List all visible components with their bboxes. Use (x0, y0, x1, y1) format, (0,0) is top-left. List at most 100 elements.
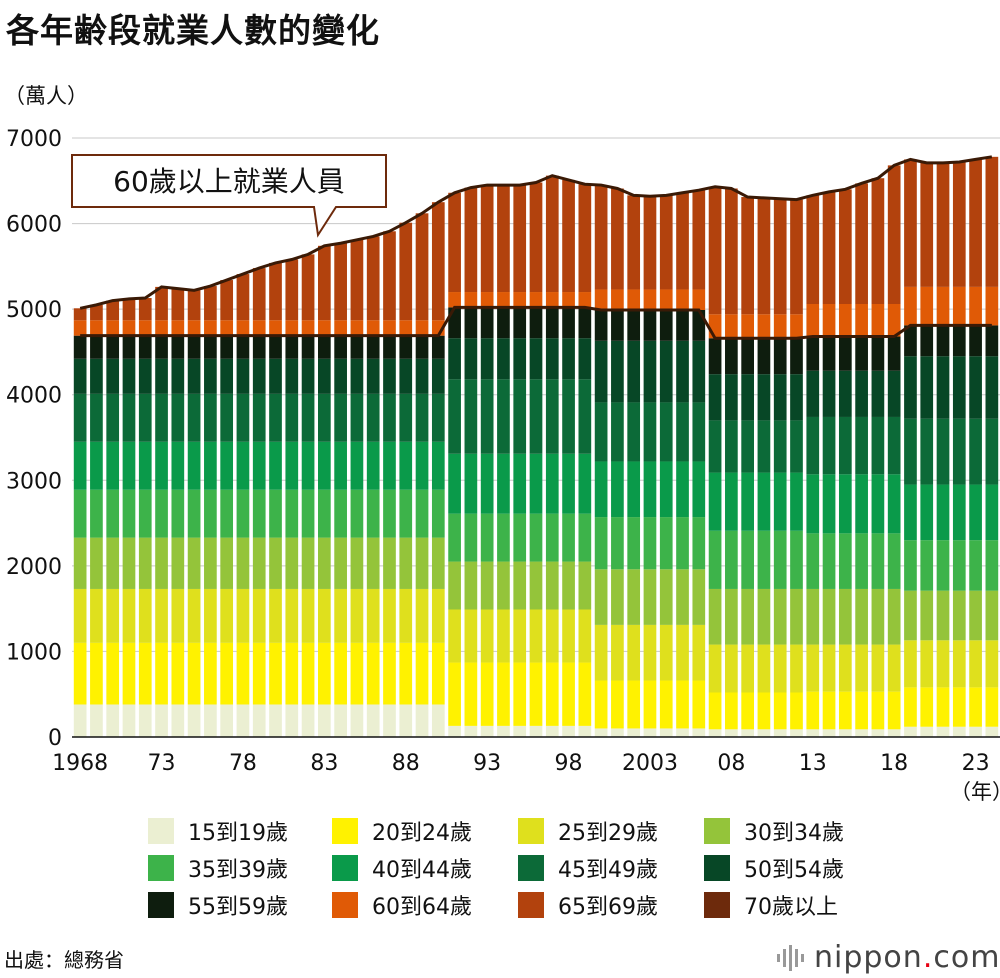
bar-segment (383, 489, 396, 538)
bar-segment (252, 268, 266, 321)
bar-segment (594, 402, 608, 462)
bar-segment (855, 304, 868, 337)
bar-segment (301, 642, 315, 705)
y-axis-unit: （萬人） (4, 84, 88, 108)
bar-segment (806, 691, 820, 730)
bar-segment (659, 289, 673, 310)
bar-segment (594, 624, 608, 681)
bar-segment (350, 441, 364, 490)
bar-segment (627, 289, 641, 310)
bar-segment (806, 729, 820, 737)
x-tick-label: 78 (229, 751, 257, 776)
annotation-callout (71, 154, 387, 238)
bar-segment (122, 704, 136, 737)
x-tick-label: 88 (392, 751, 420, 776)
bar-segment (545, 725, 559, 737)
bar-segment (529, 307, 543, 339)
source-note: 出處：總務省 (4, 948, 124, 972)
bar-segment (334, 642, 347, 705)
bar-segment (106, 320, 120, 336)
bar-segment (204, 358, 217, 394)
bar-segment (611, 728, 624, 737)
bar-segment (122, 537, 136, 589)
bar-segment (969, 726, 982, 737)
bar-segment (318, 537, 331, 589)
bar-segment (252, 642, 266, 705)
bar-segment (578, 184, 592, 293)
bar-segment (155, 320, 168, 336)
bar-segment (90, 642, 103, 705)
bar-segment (399, 588, 413, 643)
legend-item: 15到19歲 (148, 818, 288, 846)
bar-segment (952, 640, 966, 688)
bar-segment (269, 642, 282, 705)
bar-segment (578, 292, 592, 308)
bar-segment (985, 640, 999, 688)
bar-segment (562, 561, 575, 610)
y-tick-label: 1000 (6, 640, 62, 665)
bar-segment (366, 642, 380, 705)
bar-segment (366, 320, 380, 336)
bar-segment (904, 687, 917, 727)
bar-segment (220, 441, 234, 490)
legend-label: 50到54歲 (744, 858, 844, 883)
bar-segment (790, 314, 803, 339)
bar-segment (920, 418, 934, 485)
bar-segment (529, 513, 543, 562)
bar-segment (252, 704, 266, 737)
bar-segment (73, 308, 87, 321)
bar-segment (236, 358, 250, 394)
bar-segment (741, 420, 754, 473)
bar-segment (171, 393, 185, 442)
bar-segment (220, 537, 234, 589)
legend-label: 30到34歲 (744, 821, 844, 846)
bar-segment (806, 416, 820, 475)
bar-segment (969, 590, 982, 641)
bar-segment (529, 292, 543, 308)
bar-segment (106, 537, 120, 589)
bar-segment (448, 338, 461, 380)
bar-segment (855, 183, 868, 305)
bar-segment (725, 729, 738, 737)
bar-segment (692, 402, 706, 462)
bar-segment (545, 338, 559, 380)
bar-segment (545, 453, 559, 514)
bar-segment (73, 537, 87, 589)
bar-segment (155, 704, 168, 737)
bar-segment (985, 540, 999, 591)
bar-segment (871, 304, 885, 337)
bar-segment (301, 441, 315, 490)
bar-segment (594, 461, 608, 518)
bar-segment (757, 374, 771, 421)
bar-segment (122, 335, 136, 359)
bar-segment (578, 379, 592, 454)
bar-segment (497, 379, 510, 454)
bar-segment (838, 588, 852, 645)
bar-segment (480, 609, 494, 663)
brand-tld: com (933, 940, 1000, 975)
bar-segment (138, 642, 152, 705)
bar-segment (708, 644, 722, 693)
bar-segment (757, 588, 771, 645)
bar-segment (285, 393, 299, 442)
bar-segment (627, 340, 641, 403)
bar-segment (790, 338, 803, 375)
bar-segment (822, 533, 836, 589)
bar-segment (920, 356, 934, 419)
bar-segment (562, 609, 575, 663)
stacked-bar-chart: 0 1000 2000 3000 4000 5000 6000 7000 1968 73 78 83 8… (6, 127, 1000, 776)
legend-label: 40到44歲 (372, 858, 472, 883)
bar-segment (236, 588, 250, 643)
bar-segment (138, 441, 152, 490)
bar-segment (611, 680, 624, 729)
bar-segment (399, 358, 413, 394)
bar-segment (350, 358, 364, 394)
bar-segment (838, 644, 852, 692)
bar-segment (773, 530, 787, 589)
legend-swatch (332, 892, 358, 918)
bar-segment (138, 358, 152, 394)
bar-segment (448, 725, 461, 737)
bar-segment (318, 642, 331, 705)
bar-segment (855, 533, 868, 589)
bar-segment (790, 420, 803, 473)
